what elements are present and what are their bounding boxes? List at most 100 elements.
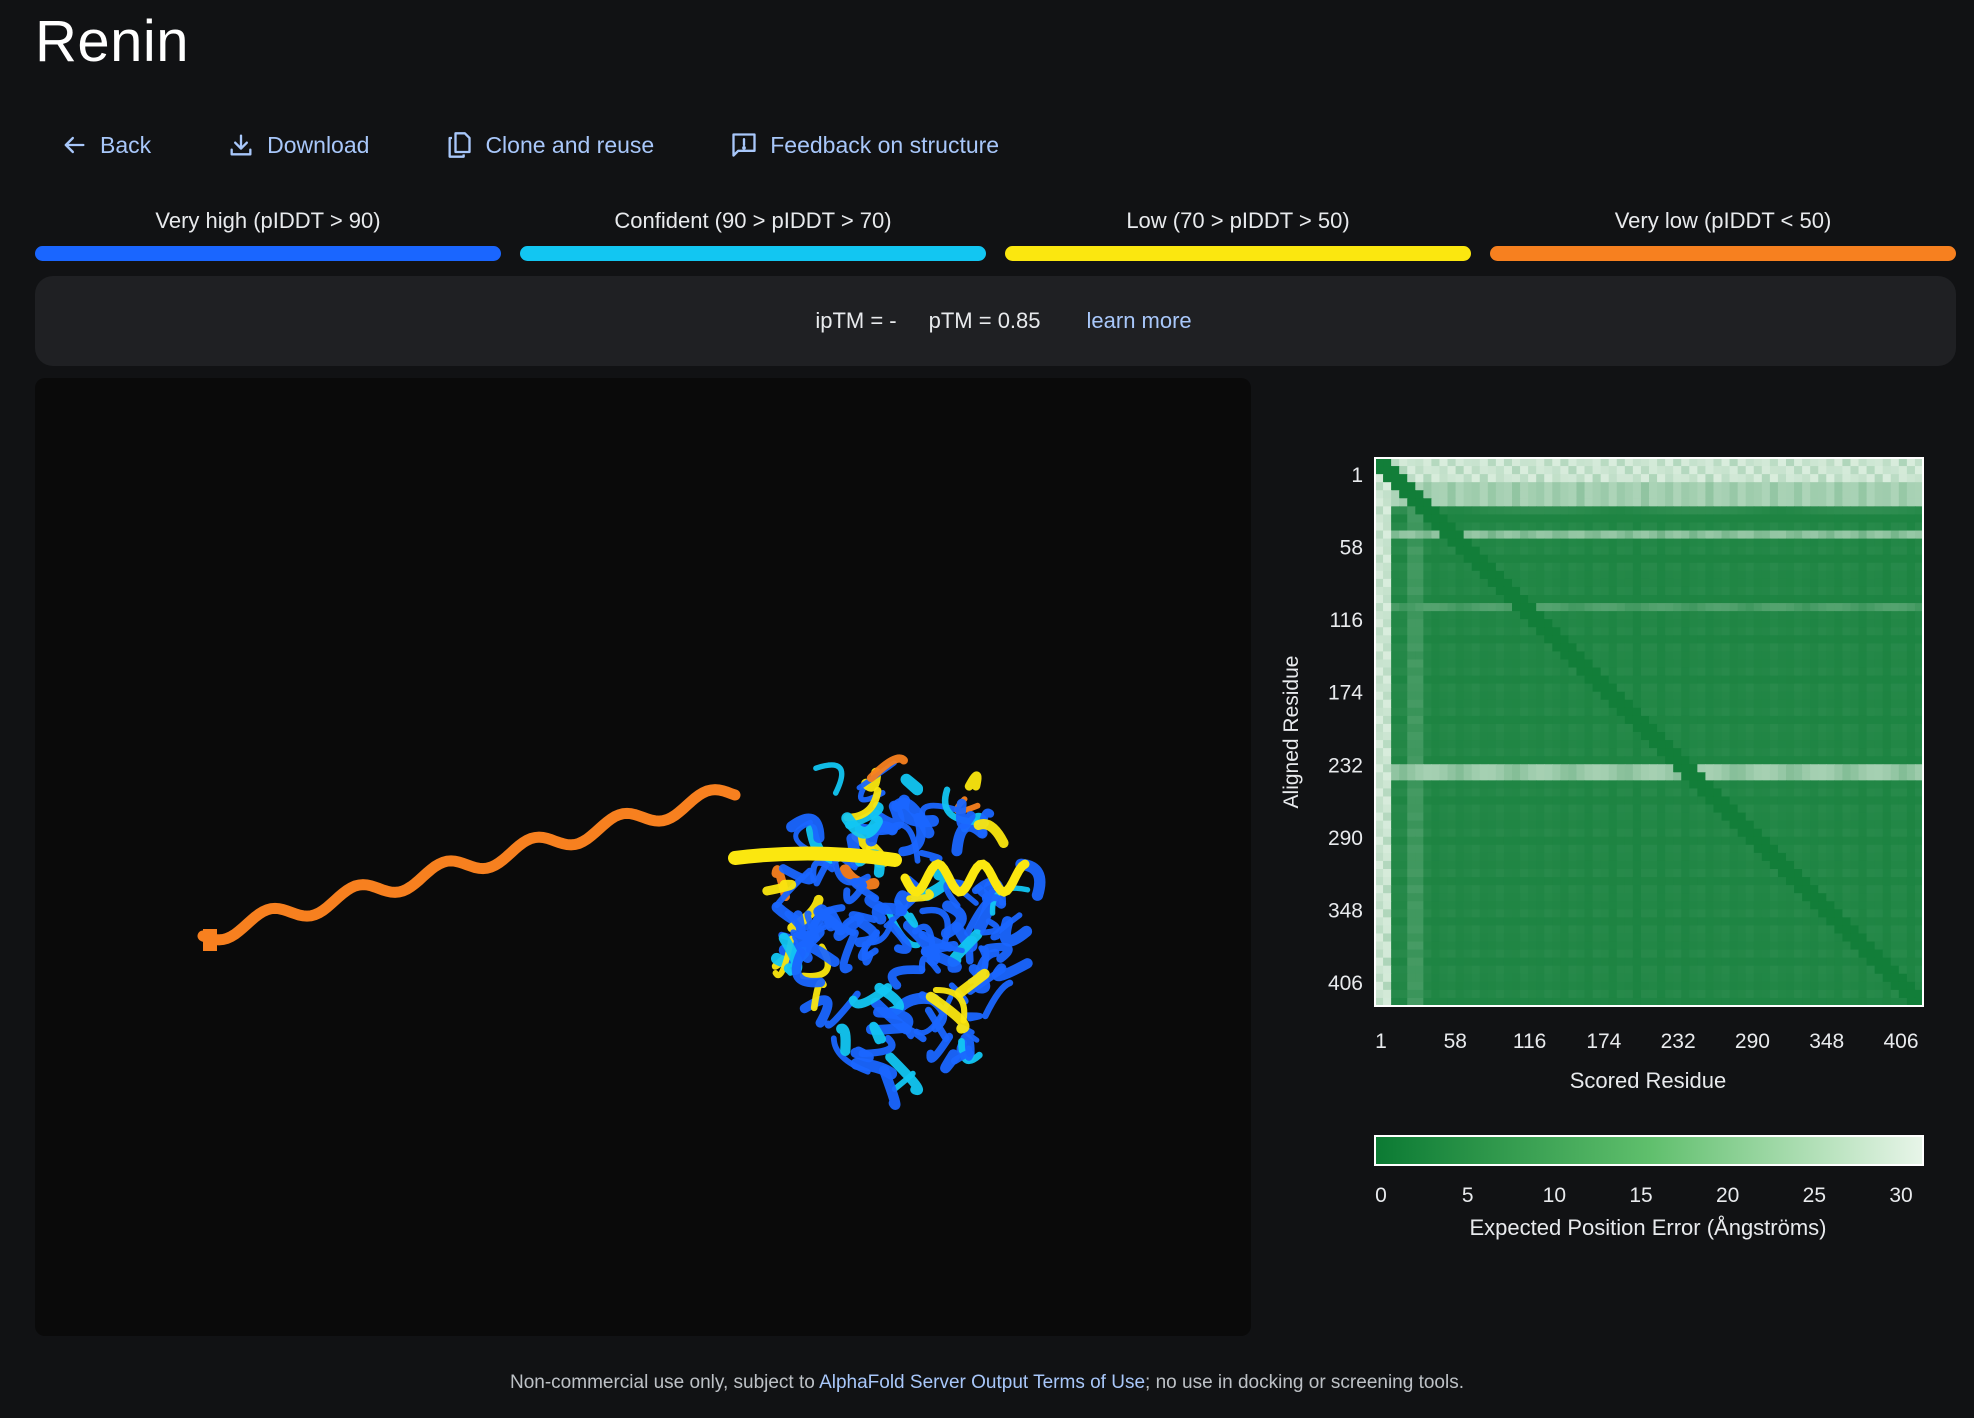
heatmap-cell: [1842, 538, 1852, 548]
heatmap-cell: [1826, 788, 1835, 798]
heatmap-cell: [1753, 651, 1763, 661]
heatmap-cell: [1447, 522, 1457, 532]
heatmap-cell: [1810, 643, 1819, 653]
heatmap-cell: [1608, 901, 1618, 910]
heatmap-cell: [1826, 748, 1835, 757]
heatmap-cell: [1592, 949, 1602, 959]
download-button[interactable]: Download: [227, 131, 369, 159]
heatmap-cell: [1842, 546, 1852, 556]
heatmap-cell: [1745, 699, 1755, 709]
heatmap-cell: [1552, 957, 1561, 967]
heatmap-cell: [1834, 522, 1844, 532]
heatmap-cell: [1673, 748, 1682, 757]
heatmap-cell: [1439, 965, 1449, 975]
heatmap-cell: [1882, 683, 1892, 693]
heatmap-cell: [1794, 715, 1803, 725]
terms-of-use-link[interactable]: AlphaFold Server Output Terms of Use: [819, 1372, 1146, 1393]
heatmap-cell: [1802, 530, 1811, 540]
feedback-button[interactable]: Feedback on structure: [730, 131, 999, 159]
heatmap-cell: [1415, 635, 1424, 644]
heatmap-cell: [1882, 675, 1892, 685]
heatmap-cell: [1818, 917, 1827, 927]
heatmap-cell: [1673, 474, 1682, 483]
heatmap-cell: [1447, 796, 1457, 806]
heatmap-cell: [1584, 562, 1594, 572]
heatmap-cell: [1616, 554, 1626, 564]
heatmap-cell: [1479, 933, 1489, 943]
heatmap-cell: [1536, 796, 1545, 806]
heatmap-cell: [1769, 707, 1779, 717]
heatmap-cell: [1890, 675, 1900, 685]
back-button[interactable]: Back: [60, 131, 151, 159]
heatmap-cell: [1447, 707, 1457, 717]
heatmap-cell: [1721, 804, 1731, 814]
heatmap-cell: [1858, 723, 1868, 733]
heatmap-cell: [1842, 482, 1852, 491]
heatmap-cell: [1560, 893, 1570, 902]
heatmap-cell: [1802, 514, 1811, 524]
ribbon-segment: [983, 878, 1007, 909]
structure-viewer[interactable]: [35, 378, 1251, 1336]
heatmap-cell: [1375, 973, 1384, 983]
heatmap-cell: [1834, 570, 1844, 580]
heatmap-cell: [1769, 820, 1779, 830]
heatmap-cell: [1882, 828, 1892, 838]
heatmap-cell: [1415, 586, 1424, 596]
heatmap-cell: [1463, 595, 1473, 604]
heatmap-cell: [1463, 780, 1473, 790]
heatmap-cell: [1665, 603, 1674, 612]
heatmap-cell: [1657, 554, 1666, 564]
heatmap-cell: [1673, 715, 1682, 725]
heatmap-cell: [1640, 506, 1650, 516]
heatmap-cell: [1536, 490, 1545, 499]
heatmap-cell: [1665, 796, 1674, 806]
heatmap-cell: [1447, 482, 1457, 491]
learn-more-link[interactable]: learn more: [1086, 308, 1192, 333]
heatmap-cell: [1753, 909, 1763, 918]
heatmap-cell: [1423, 723, 1433, 733]
heatmap-cell: [1834, 981, 1844, 991]
heatmap-cell: [1665, 611, 1674, 620]
heatmap-cell: [1439, 514, 1449, 524]
heatmap-cell: [1608, 885, 1618, 894]
heatmap-cell: [1584, 796, 1594, 806]
heatmap-cell: [1866, 466, 1876, 475]
heatmap-cell: [1576, 603, 1586, 612]
heatmap-cell: [1632, 514, 1642, 524]
heatmap-cell: [1657, 707, 1666, 717]
heatmap-cell: [1407, 860, 1416, 870]
heatmap-cell: [1463, 659, 1473, 669]
heatmap-cell: [1665, 490, 1674, 499]
heatmap-cell: [1737, 482, 1747, 491]
heatmap-cell: [1802, 965, 1811, 975]
clone-and-reuse-button[interactable]: Clone and reuse: [445, 131, 654, 159]
heatmap-cell: [1463, 901, 1473, 910]
heatmap-cell: [1608, 458, 1618, 467]
heatmap-cell: [1834, 546, 1844, 556]
heatmap-cell: [1850, 675, 1860, 685]
heatmap-cell: [1415, 748, 1424, 757]
heatmap-cell: [1745, 586, 1755, 596]
heatmap-cell: [1697, 691, 1707, 701]
heatmap-cell: [1737, 458, 1747, 467]
heatmap-cell: [1689, 893, 1698, 902]
heatmap-cell: [1786, 570, 1795, 580]
heatmap-cell: [1552, 586, 1561, 596]
heatmap-cell: [1713, 586, 1723, 596]
heatmap-cell: [1544, 659, 1553, 669]
heatmap-cell: [1600, 538, 1610, 548]
heatmap-cell: [1592, 474, 1602, 483]
heatmap-cell: [1624, 820, 1634, 830]
heatmap-cell: [1673, 772, 1682, 781]
heatmap-cell: [1592, 723, 1602, 733]
heatmap-cell: [1834, 925, 1844, 935]
heatmap-cell: [1479, 965, 1489, 975]
heatmap-cell: [1568, 458, 1578, 467]
heatmap-cell: [1455, 820, 1465, 830]
ribbon-segment: [810, 859, 836, 883]
heatmap-cell: [1737, 957, 1747, 967]
ribbon-segment: [836, 1023, 851, 1057]
heatmap-cell: [1528, 893, 1537, 902]
heatmap-cell: [1640, 683, 1650, 693]
